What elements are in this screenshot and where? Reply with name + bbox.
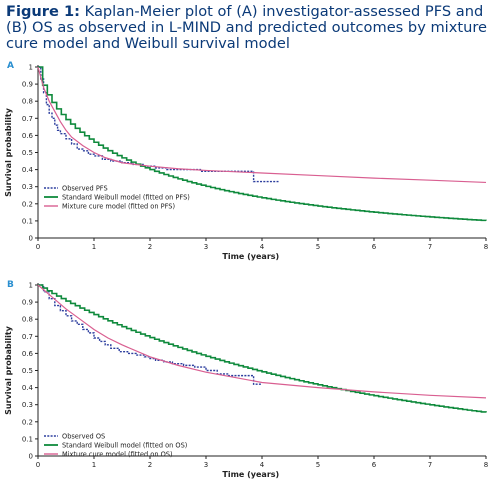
y-tick-label: 0.7 [22,115,33,123]
x-tick-label: 8 [484,461,488,469]
x-tick-label: 2 [148,243,152,251]
y-axis-label: Survival probability [4,325,13,415]
x-axis-label: Time (years) [222,470,279,479]
y-tick-label: 0.5 [22,367,33,375]
legend-entry: Observed OS [62,432,105,440]
y-tick-label: 0.1 [22,435,33,443]
legend-entry: Standard Weibull model (fitted on OS) [62,441,187,449]
x-tick-label: 0 [36,243,40,251]
panel-a-chart: A 0 0.1 0.2 0.3 0.4 0.5 0.6 0.7 0.8 0.9 1 0 1 2 3 4 5 6 7 8 T… [4,61,488,261]
x-tick-label: 7 [428,243,432,251]
y-axis-label: Survival probability [4,107,13,197]
panel-b-chart: B 0 0.1 0.2 0.3 0.4 0.5 0.6 0.7 0.8 0.9 1 0 1 2 3 4 5 6 7 8 T… [4,280,488,479]
x-tick-label: 8 [484,243,488,251]
y-tick-label: 0.8 [22,316,33,324]
x-axis-label: Time (years) [222,252,279,261]
y-tick-label: 0.6 [22,350,34,358]
y-tick-label: 0.1 [22,217,33,225]
mixture-cure-curve [37,66,487,184]
y-tick-label: 0.5 [22,149,33,157]
panel-label: A [7,61,14,71]
legend-entry: Mixture cure model (fitted on OS) [62,450,173,458]
caption-text: Kaplan-Meier plot of (A) investigator-as… [6,3,488,52]
y-tick-label: 0.4 [22,384,34,392]
y-tick-label: 0.2 [22,200,33,208]
y-tick-label: 0 [29,453,33,461]
legend-entry: Observed PFS [62,184,108,192]
y-tick-label: 0.3 [22,183,33,191]
x-tick-label: 6 [372,243,377,251]
caption-label: Figure 1: [6,3,80,20]
x-tick-label: 0 [36,461,40,469]
panel-label: B [7,280,14,290]
y-tick-label: 0 [29,235,33,243]
weibull-model-curve [38,284,487,413]
y-tick-label: 0.4 [22,166,34,174]
x-tick-label: 4 [260,243,265,251]
x-tick-label: 5 [316,243,320,251]
y-tick-label: 1 [29,282,33,290]
x-tick-label: 3 [204,461,208,469]
figure-caption: Figure 1: Kaplan-Meier plot of (A) inves… [6,4,491,52]
y-tick-label: 0.7 [22,333,33,341]
x-tick-label: 5 [316,461,320,469]
mixture-cure-curve [37,284,487,399]
x-tick-label: 7 [428,461,432,469]
y-tick-label: 0.3 [22,401,33,409]
y-tick-label: 0.9 [22,81,33,89]
legend-entry: Standard Weibull model (fitted on PFS) [62,193,190,201]
y-tick-label: 1 [29,64,33,72]
weibull-model-curve [38,66,487,222]
observed-km-curve [38,284,262,385]
y-tick-label: 0.8 [22,98,33,106]
x-tick-label: 1 [92,461,96,469]
x-tick-label: 6 [372,461,377,469]
x-tick-label: 2 [148,461,152,469]
y-tick-label: 0.9 [22,299,33,307]
y-tick-label: 0.6 [22,132,34,140]
x-tick-label: 1 [92,243,96,251]
legend-entry: Mixture cure model (fitted on PFS) [62,202,175,210]
observed-km-curve [38,66,279,183]
x-tick-label: 3 [204,243,208,251]
y-tick-label: 0.2 [22,418,33,426]
x-tick-label: 4 [260,461,265,469]
